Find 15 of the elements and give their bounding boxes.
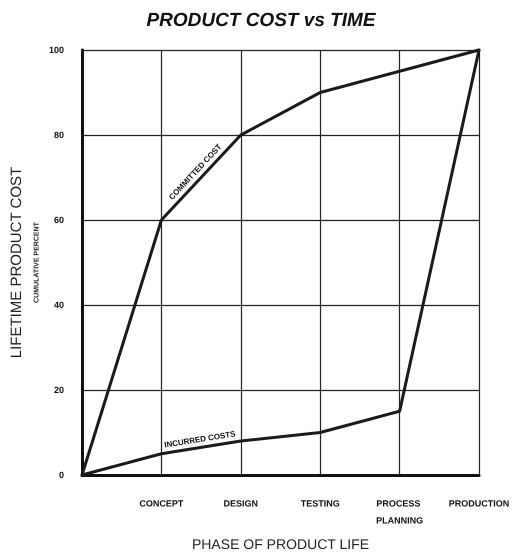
- x-tick-label: DESIGN: [224, 498, 258, 508]
- y-tick-label: 40: [54, 300, 64, 310]
- y-axis-title: LIFETIME PRODUCT COST: [8, 166, 25, 358]
- x-axis-title: PHASE OF PRODUCT LIFE: [192, 536, 370, 552]
- chart-title: PRODUCT COST vs TIME: [146, 10, 377, 31]
- y-tick-label: 0: [58, 470, 64, 480]
- x-tick-label: TESTING: [300, 498, 340, 508]
- y-tick-label: 80: [54, 130, 64, 140]
- y-tick-label: 60: [54, 215, 64, 225]
- x-tick-label: PRODUCTION: [448, 498, 510, 508]
- x-tick-label: PROCESS PLANNING: [376, 498, 424, 526]
- x-tick-label: CONCEPT: [139, 498, 184, 508]
- y-tick-label: 20: [54, 385, 64, 395]
- y-tick-label: 100: [48, 45, 64, 55]
- annotation: INCURRED COSTS: [164, 429, 237, 450]
